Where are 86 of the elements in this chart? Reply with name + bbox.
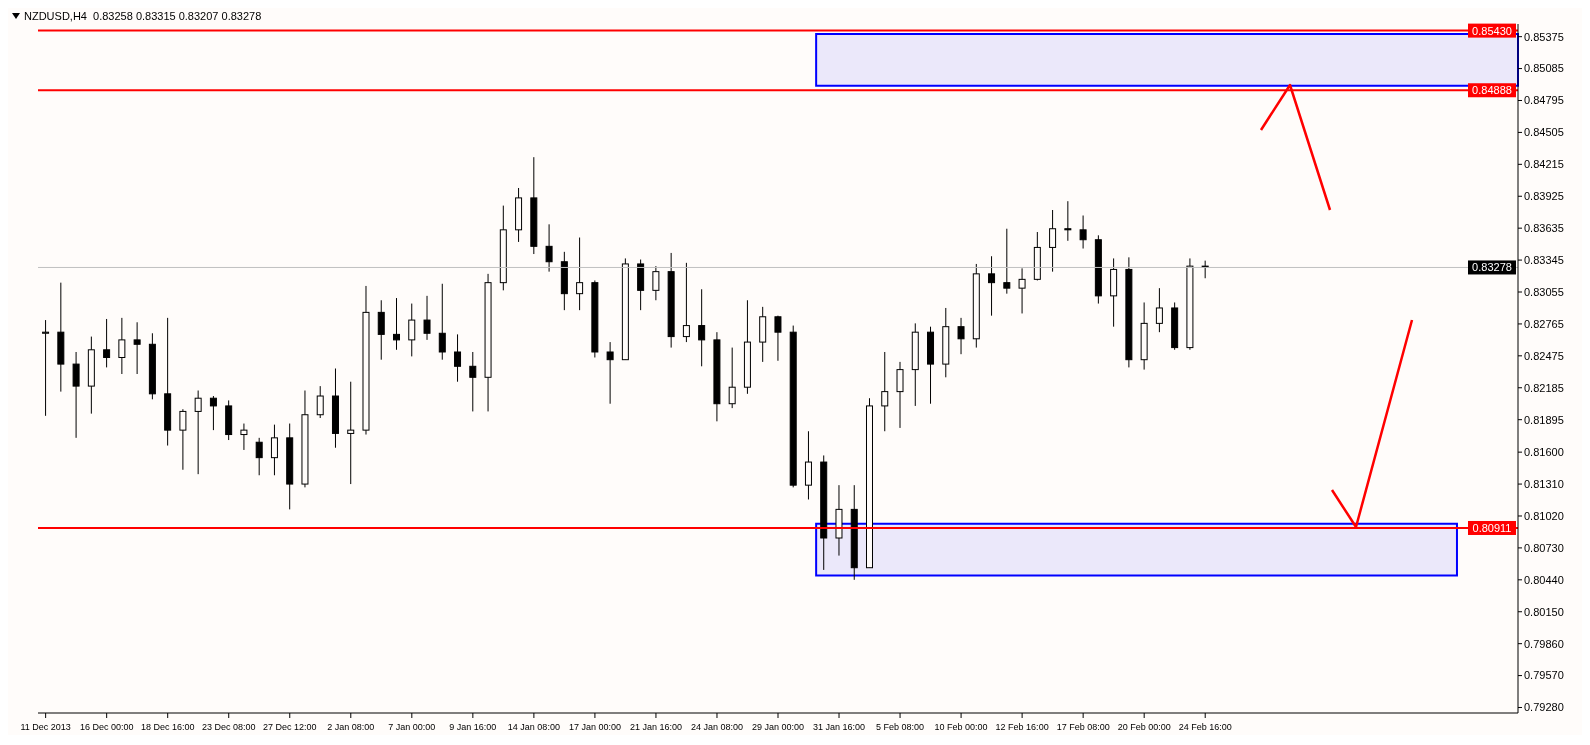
x-tick-label: 17 Jan 00:00 [568, 722, 621, 732]
x-tick-label: 12 Feb 16:00 [995, 722, 1049, 732]
y-tick-label: 0.80150 [1524, 605, 1564, 618]
x-tick-label: 11 Dec 2013 [20, 722, 71, 732]
y-tick-label: 0.80440 [1524, 573, 1564, 586]
x-tick-label: 31 Jan 16:00 [813, 722, 866, 732]
x-tick-label: 21 Jan 16:00 [629, 722, 682, 732]
candlestick [393, 297, 401, 351]
x-tick-label: 9 Jan 16:00 [449, 722, 497, 732]
chart-title: NZDUSD,H4 0.83258 0.83315 0.83207 0.83278 [24, 10, 262, 22]
candlestick [682, 262, 690, 343]
candlestick [423, 295, 431, 341]
candlestick [469, 351, 477, 412]
y-tick-label: 0.81310 [1524, 477, 1564, 490]
y-tick-label: 0.84505 [1524, 126, 1564, 139]
ref-line-label: 0.80911 [1472, 521, 1512, 534]
candlestick [774, 315, 782, 362]
x-tick-label: 5 Feb 08:00 [876, 722, 925, 732]
x-tick-label: 27 Dec 12:00 [262, 722, 317, 732]
x-tick-label: 17 Feb 08:00 [1056, 722, 1110, 732]
candlestick [209, 395, 217, 431]
candlestick [1079, 215, 1087, 250]
candlestick [804, 430, 812, 500]
candlestick [652, 265, 660, 301]
candlestick [1049, 209, 1057, 273]
candlestick [896, 361, 904, 429]
x-tick-label: 14 Jan 08:00 [507, 722, 560, 732]
y-tick-label: 0.79570 [1524, 669, 1564, 682]
x-tick-label: 2 Jan 08:00 [327, 722, 375, 732]
candlestick [103, 318, 111, 368]
y-tick-label: 0.79860 [1524, 637, 1564, 650]
x-tick-label: 16 Dec 00:00 [79, 722, 134, 732]
candlestick [606, 341, 614, 405]
candlestick [454, 333, 462, 383]
candlestick [118, 317, 126, 375]
y-tick-label: 0.82185 [1524, 381, 1564, 394]
y-tick-label: 0.83345 [1524, 253, 1564, 266]
x-tick-label: 7 Jan 00:00 [388, 722, 436, 732]
y-tick-label: 0.83635 [1524, 222, 1564, 235]
candlestick [576, 237, 584, 311]
ref-line-label: 0.83278 [1472, 261, 1512, 274]
y-tick-label: 0.81895 [1524, 413, 1564, 426]
candlestick [545, 223, 553, 273]
candlestick [72, 351, 80, 439]
candlestick [42, 319, 50, 417]
y-tick-label: 0.80730 [1524, 541, 1564, 554]
candlestick [1155, 287, 1163, 333]
ref-line-label: 0.85430 [1472, 24, 1512, 37]
candlestick [240, 423, 248, 451]
candlestick [698, 288, 706, 367]
candlestick [438, 283, 446, 361]
y-tick-label: 0.82765 [1524, 317, 1564, 330]
candlestick [988, 255, 996, 317]
candlestick [1018, 267, 1026, 314]
y-tick-label: 0.84215 [1524, 158, 1564, 171]
ref-line-label: 0.84888 [1472, 84, 1512, 97]
candlestick [194, 390, 202, 475]
candlestick [408, 303, 416, 357]
y-tick-label: 0.82475 [1524, 349, 1564, 362]
candlestick [881, 351, 889, 432]
candlestick [270, 424, 278, 476]
x-tick-label: 10 Feb 00:00 [934, 722, 988, 732]
candlestick [347, 381, 355, 485]
x-tick-label: 29 Jan 00:00 [751, 722, 805, 732]
candlestick [316, 385, 324, 419]
y-tick-label: 0.85375 [1524, 30, 1564, 43]
x-tick-label: 20 Feb 00:00 [1117, 722, 1171, 732]
y-tick-label: 0.83925 [1524, 190, 1564, 203]
candlestick [1064, 200, 1072, 242]
y-tick-label: 0.84795 [1524, 94, 1564, 107]
candlestick [728, 347, 736, 409]
x-tick-label: 24 Feb 16:00 [1178, 722, 1232, 732]
y-tick-label: 0.85085 [1524, 62, 1564, 75]
candlestick [957, 317, 965, 355]
candlestick [133, 321, 141, 375]
y-tick-label: 0.81020 [1524, 509, 1564, 522]
y-tick-label: 0.83055 [1524, 285, 1564, 298]
candlestick [179, 408, 187, 471]
candlestick [1003, 228, 1011, 295]
x-tick-label: 23 Dec 08:00 [201, 722, 256, 732]
y-tick-label: 0.79280 [1524, 701, 1564, 714]
x-tick-label: 24 Jan 08:00 [690, 722, 743, 732]
candlestick [255, 437, 263, 476]
y-tick-label: 0.81600 [1524, 446, 1564, 459]
candlestick [377, 299, 385, 361]
x-tick-label: 18 Dec 16:00 [140, 722, 195, 732]
